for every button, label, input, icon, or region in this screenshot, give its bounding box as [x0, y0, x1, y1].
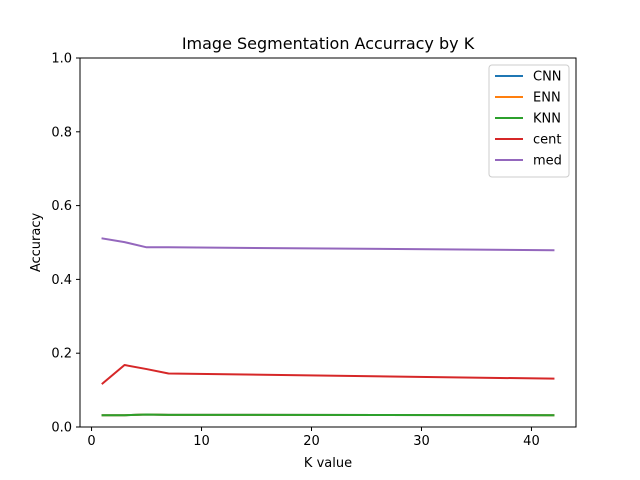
y-tick-label: 0.2 — [51, 347, 72, 362]
legend-label-knn: KNN — [533, 112, 561, 127]
y-tick-label: 1.0 — [51, 52, 72, 67]
axes-frame — [79, 57, 577, 428]
series-layer — [101, 237, 555, 417]
legend-label-enn: ENN — [533, 91, 561, 106]
series-line-cent — [101, 364, 555, 385]
y-tick-label: 0.6 — [51, 199, 72, 214]
legend-label-med: med — [533, 154, 562, 169]
y-tick-label: 0.8 — [51, 125, 72, 140]
x-axis-label: K value — [304, 456, 352, 471]
x-axis: 0 10 20 30 40 — [87, 427, 540, 449]
legend-box — [488, 64, 570, 178]
x-tick-label: 10 — [193, 434, 210, 449]
legend-label-cent: cent — [533, 133, 561, 148]
y-tick-label: 0.4 — [51, 273, 72, 288]
y-axis-label: Accuracy — [29, 213, 44, 273]
chart-title: Image Segmentation Accurracy by K — [182, 34, 475, 53]
series-line-med — [101, 237, 555, 252]
spines — [79, 57, 577, 428]
x-tick-label: 0 — [87, 434, 95, 449]
y-tick-label: 0.0 — [51, 421, 72, 436]
series-line-knn — [101, 413, 555, 417]
legend: CNN ENN KNN cent med — [488, 64, 570, 178]
x-tick-label: 40 — [523, 434, 540, 449]
y-axis: 0.0 0.2 0.4 0.6 0.8 1.0 — [51, 52, 80, 436]
x-tick-label: 30 — [413, 434, 430, 449]
x-tick-label: 20 — [303, 434, 320, 449]
legend-label-cnn: CNN — [533, 70, 562, 85]
